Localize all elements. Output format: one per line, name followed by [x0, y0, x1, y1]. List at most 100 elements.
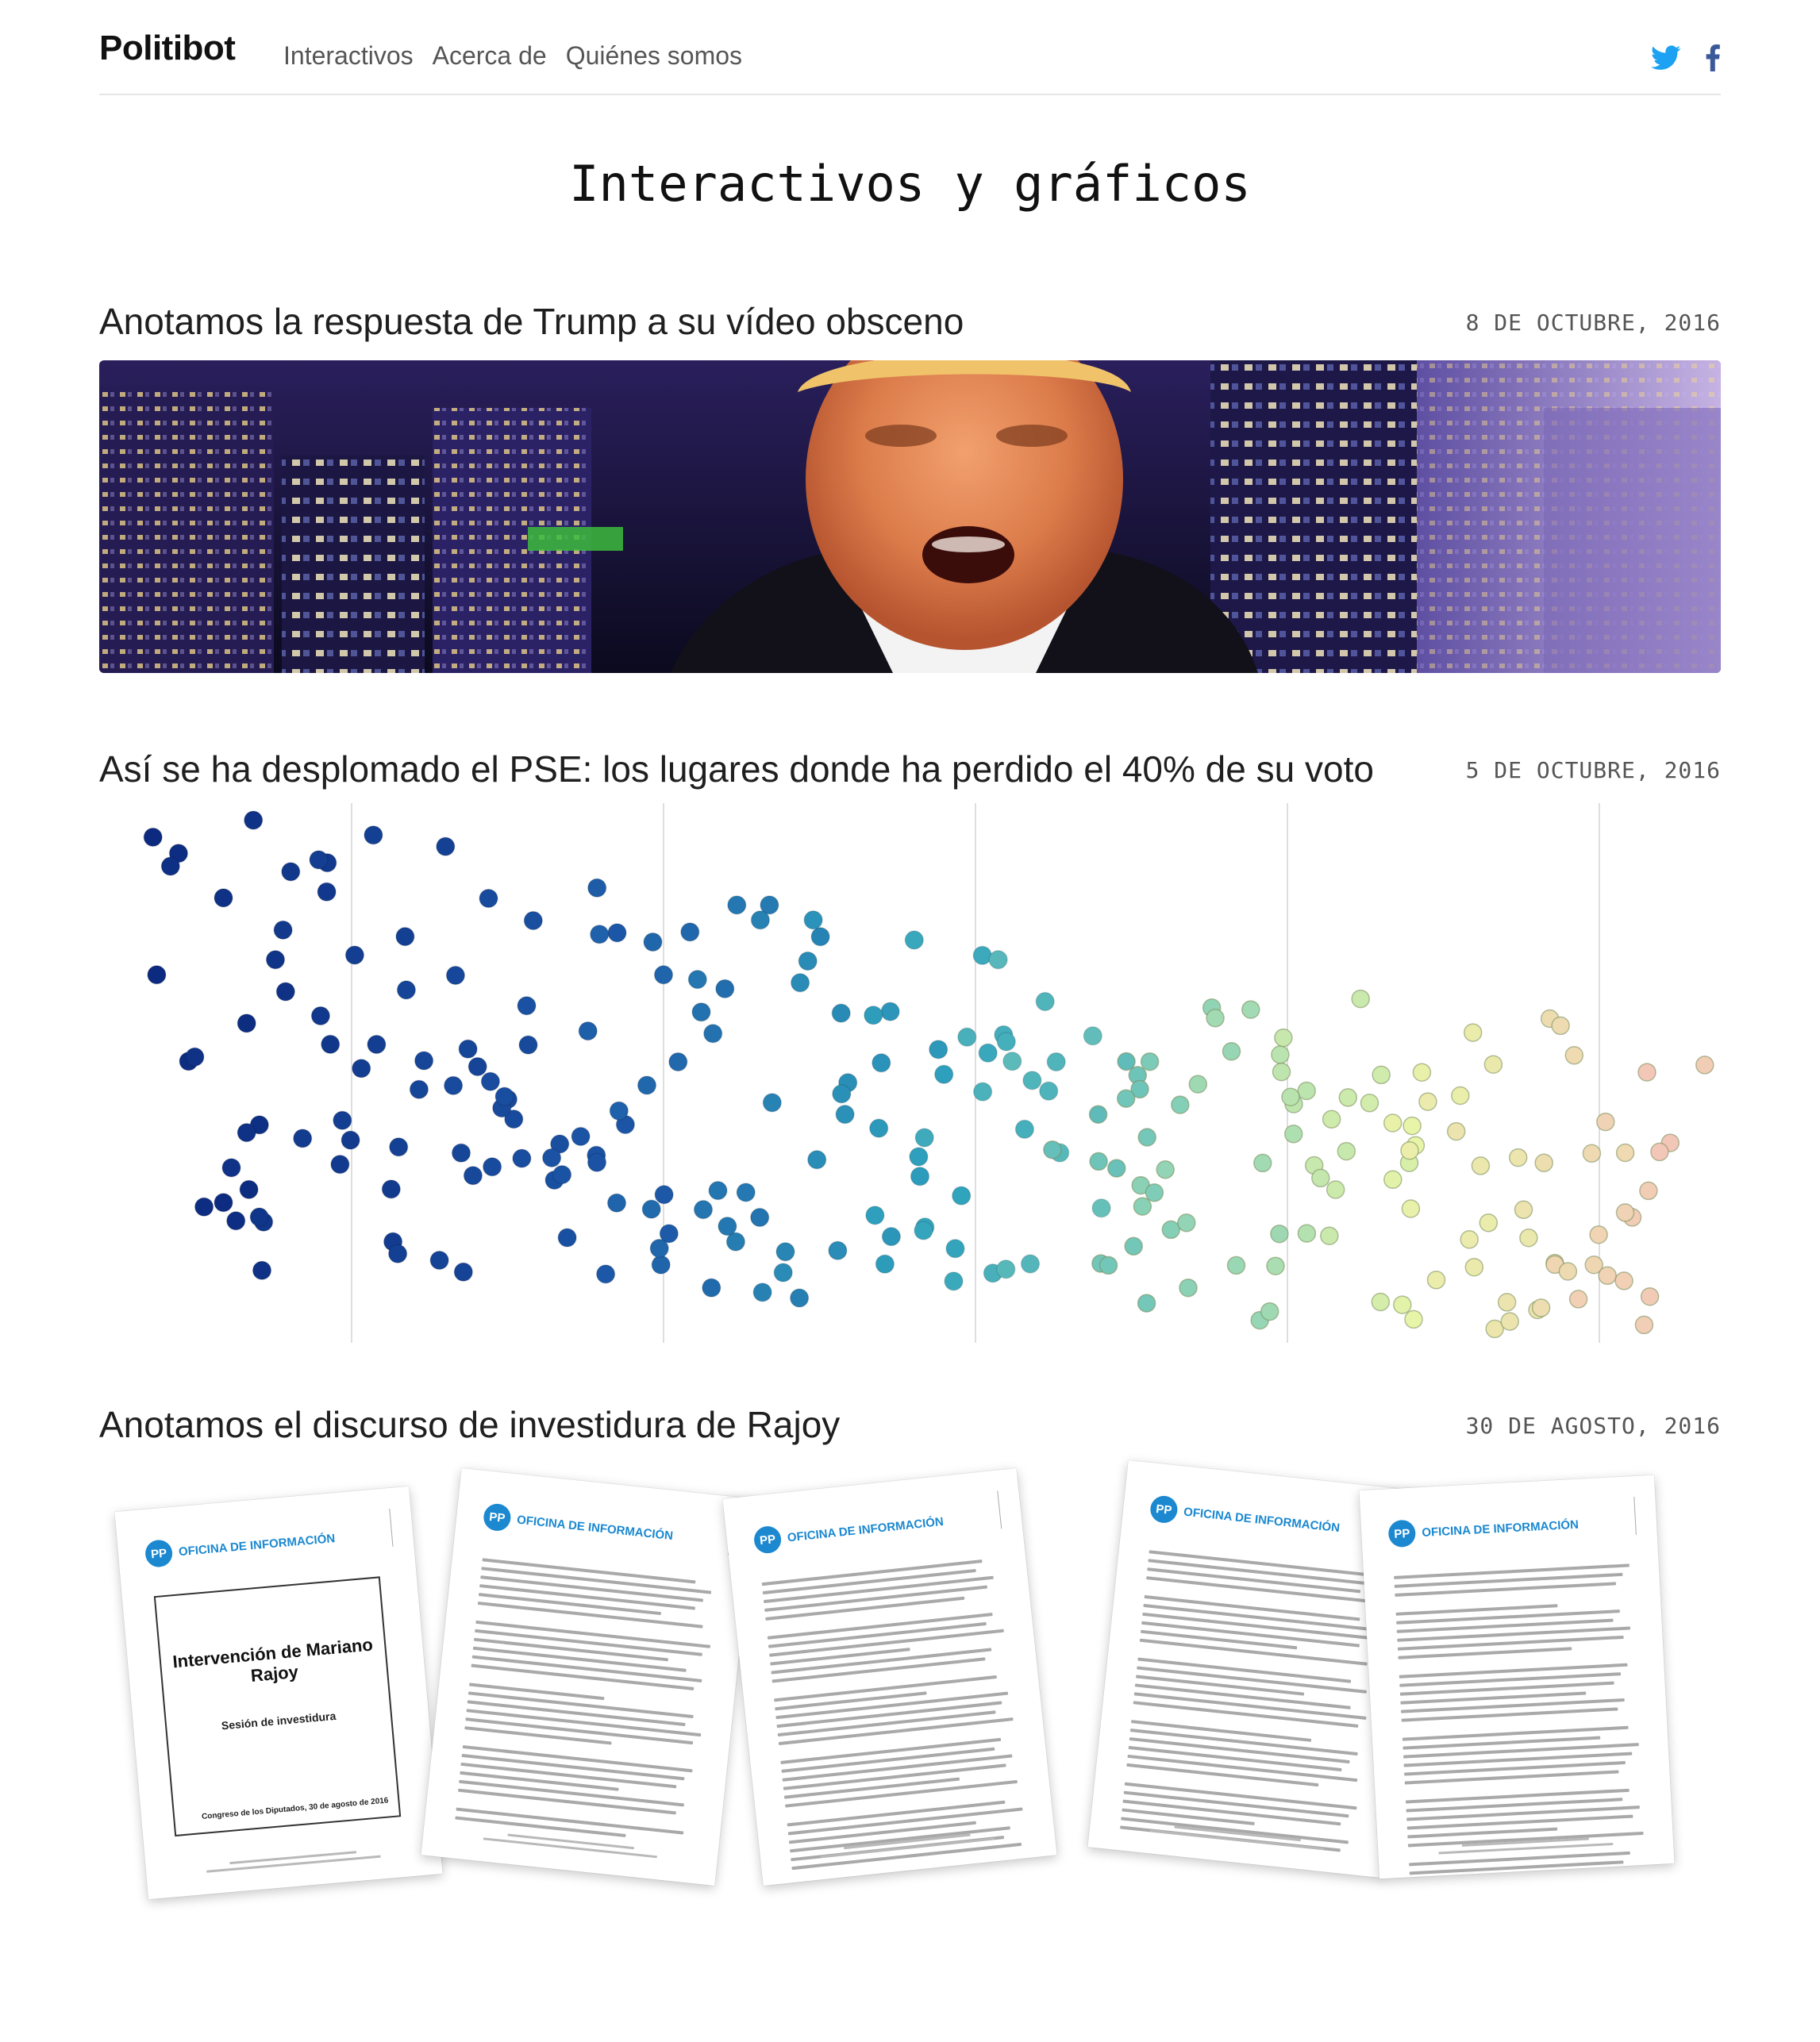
beeswarm-dot [571, 1126, 591, 1147]
beeswarm-dot [880, 1002, 900, 1021]
beeswarm-dot [480, 1071, 501, 1091]
beeswarm-dot [1226, 1256, 1246, 1275]
beeswarm-dot [1338, 1088, 1358, 1107]
doc-header-text: OFICINA DE INFORMACIÓN [178, 1531, 336, 1559]
beeswarm-dot [909, 1147, 929, 1167]
beeswarm-dot [865, 1206, 885, 1225]
article-rajoy[interactable]: Anotamos el discurso de investidura de R… [99, 1403, 1721, 1900]
beeswarm-dot [445, 965, 466, 986]
doc-header: PP OFICINA DE INFORMACIÓN [1387, 1511, 1579, 1548]
beeswarm-dot [914, 1128, 934, 1148]
beeswarm-dot [194, 1197, 214, 1217]
nav-link-quienes[interactable]: Quiénes somos [565, 41, 743, 70]
beeswarm-dot [281, 862, 301, 882]
beeswarm-dot [1116, 1089, 1136, 1108]
nav-link-acerca[interactable]: Acerca de [432, 41, 547, 70]
beeswarm-dot [185, 1047, 205, 1067]
beeswarm-dot [214, 1193, 233, 1213]
beeswarm-dot [687, 969, 708, 990]
beeswarm-dot [388, 1137, 409, 1157]
beeswarm-dot [810, 927, 830, 947]
beeswarm-dot [587, 1152, 607, 1172]
beeswarm-dot [1403, 1116, 1422, 1136]
article-title[interactable]: Anotamos la respuesta de Trump a su víde… [99, 301, 964, 342]
beeswarm-dot [736, 1183, 756, 1202]
beeswarm-dot [237, 1122, 256, 1143]
beeswarm-dot [1418, 1092, 1437, 1111]
document-page-2: PP OFICINA DE INFORMACIÓN [421, 1467, 756, 1886]
beeswarm-dot [996, 1032, 1017, 1052]
beeswarm-dot [1426, 1271, 1446, 1290]
nav-links: Interactivos Acerca de Quiénes somos [283, 41, 742, 71]
beeswarm-dot [1337, 1141, 1356, 1161]
beeswarm-dot [396, 980, 417, 1000]
beeswarm-dot [504, 1109, 524, 1129]
beeswarm-dot [436, 836, 456, 856]
facebook-icon[interactable] [1705, 44, 1721, 75]
beeswarm-dot [654, 1185, 674, 1205]
beeswarm-dot [680, 922, 700, 942]
beeswarm-dot [1615, 1143, 1635, 1163]
beeswarm-dot [1383, 1170, 1403, 1190]
beeswarm-dot [832, 1083, 852, 1104]
document-page-5: PP OFICINA DE INFORMACIÓN [1359, 1475, 1675, 1879]
beeswarm-dot [1270, 1224, 1289, 1244]
beeswarm-dot [1615, 1203, 1635, 1222]
beeswarm-dot [1412, 1063, 1432, 1082]
beeswarm-dot [718, 1216, 737, 1236]
beeswarm-dot [944, 1271, 964, 1291]
article-trump[interactable]: Anotamos la respuesta de Trump a su víde… [99, 300, 1721, 673]
beeswarm-dot [1297, 1224, 1317, 1243]
cover-title: Intervención de Mariano Rajoy [171, 1634, 374, 1686]
beeswarm-dot [479, 888, 498, 909]
beeswarm-dot [1551, 1016, 1570, 1036]
article-pse[interactable]: Así se ha desplomado el PSE: los lugares… [99, 748, 1721, 1343]
beeswarm-svg [143, 803, 1714, 1343]
beeswarm-dot [237, 1013, 256, 1033]
beeswarm-dot [463, 1166, 483, 1186]
beeswarm-dot [1253, 1153, 1272, 1173]
beeswarm-dot [364, 825, 383, 845]
doc-text-line [770, 1648, 910, 1666]
beeswarm-dot [725, 1232, 746, 1252]
beeswarm-dot [1500, 1312, 1519, 1331]
doc-text-lines [1119, 1550, 1386, 1859]
beeswarm-dot [1297, 1081, 1316, 1101]
beeswarm-dot [868, 1118, 889, 1138]
beeswarm-dot [715, 979, 735, 999]
beeswarm-dot [606, 1193, 627, 1213]
page-container: Politibot Interactivos Acerca de Quiénes… [99, 0, 1721, 1900]
doc-header-text: OFICINA DE INFORMACIÓN [1183, 1505, 1341, 1535]
beeswarm-dot [589, 925, 610, 944]
beeswarm-dot [1088, 1105, 1108, 1124]
beeswarm-dot [341, 1130, 360, 1150]
beeswarm-dot [607, 923, 627, 943]
navbar: Politibot Interactivos Acerca de Quiénes… [99, 0, 1721, 95]
beeswarm-dot [1145, 1183, 1164, 1202]
brand-logo[interactable]: Politibot [99, 29, 236, 67]
beeswarm-dot [1283, 1125, 1303, 1144]
beeswarm-dot [1639, 1181, 1658, 1201]
beeswarm-dot [945, 1239, 965, 1259]
beeswarm-dot [790, 973, 810, 993]
beeswarm-dot [275, 982, 296, 1002]
beeswarm-dot [549, 1134, 570, 1154]
beeswarm-dot [265, 949, 286, 970]
beeswarm-dot [273, 920, 293, 940]
pse-beeswarm-thumbnail[interactable] [99, 803, 1721, 1343]
trump-thumbnail[interactable] [99, 360, 1721, 673]
pp-logo-icon: PP [752, 1525, 783, 1555]
beeswarm-dot [1107, 1159, 1126, 1178]
beeswarm-dot [1479, 1213, 1499, 1233]
document-page-3: PP OFICINA DE INFORMACIÓN [722, 1467, 1057, 1886]
beeswarm-dot [1584, 1255, 1603, 1275]
nav-link-interactivos[interactable]: Interactivos [283, 41, 414, 70]
article-title[interactable]: Anotamos el discurso de investidura de R… [99, 1404, 841, 1445]
article-title[interactable]: Así se ha desplomado el PSE: los lugares… [99, 748, 1374, 790]
beeswarm-dot [243, 810, 264, 830]
beeswarm-dot [691, 1002, 711, 1022]
twitter-icon[interactable] [1651, 45, 1681, 75]
beeswarm-dot [637, 1075, 657, 1095]
beeswarm-dot [414, 1051, 434, 1071]
rajoy-documents-thumbnail[interactable]: PP OFICINA DE INFORMACIÓN Intervención d… [99, 1459, 1721, 1959]
